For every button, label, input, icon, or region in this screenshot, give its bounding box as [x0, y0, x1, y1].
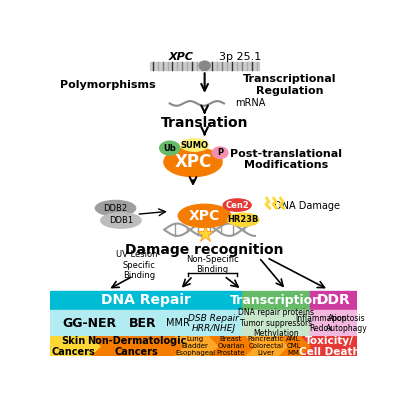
Bar	[50, 290, 242, 310]
Text: Apoptosis
Autophagy: Apoptosis Autophagy	[326, 314, 367, 333]
Bar	[50, 310, 242, 337]
Ellipse shape	[223, 199, 251, 211]
Text: Skin
Cancers: Skin Cancers	[52, 336, 95, 357]
Text: XPC: XPC	[168, 52, 193, 62]
Polygon shape	[175, 337, 220, 356]
Text: 3p 25.1: 3p 25.1	[219, 52, 261, 62]
Text: Toxicity/
Cell Death: Toxicity/ Cell Death	[299, 336, 360, 357]
Ellipse shape	[228, 213, 259, 226]
Text: DNA repair proteins
Tumor suppressors
Methylation: DNA repair proteins Tumor suppressors Me…	[238, 308, 314, 338]
Ellipse shape	[101, 213, 141, 228]
Text: DSB Repair
HRR/NHEJ: DSB Repair HRR/NHEJ	[189, 314, 239, 333]
Text: XPC: XPC	[174, 153, 212, 171]
Text: Breast
Ovarian
Prostate: Breast Ovarian Prostate	[217, 336, 245, 356]
Bar	[310, 290, 357, 310]
Text: Transcription: Transcription	[230, 294, 322, 307]
Ellipse shape	[160, 141, 180, 155]
Text: AML
CML
MM: AML CML MM	[286, 336, 301, 356]
Text: DNA Repair: DNA Repair	[101, 293, 191, 307]
Text: XPC: XPC	[189, 209, 220, 223]
Text: Cen2: Cen2	[225, 200, 249, 210]
Ellipse shape	[212, 147, 228, 158]
Text: UV Lesion-
Specific
Binding: UV Lesion- Specific Binding	[116, 250, 161, 280]
Text: P: P	[217, 148, 223, 157]
Text: Non-Specific
Binding: Non-Specific Binding	[186, 255, 239, 274]
Ellipse shape	[199, 61, 210, 70]
Text: Non-Dermatologic
Cancers: Non-Dermatologic Cancers	[87, 336, 186, 357]
Bar	[150, 62, 259, 70]
Ellipse shape	[178, 204, 231, 228]
Ellipse shape	[164, 147, 222, 176]
Text: HR23B: HR23B	[228, 215, 259, 224]
Text: Inflammation
Redox: Inflammation Redox	[295, 314, 347, 333]
Text: Post-translational
Modifications: Post-translational Modifications	[230, 149, 342, 170]
Text: Transcriptional
Regulation: Transcriptional Regulation	[243, 74, 337, 96]
Ellipse shape	[95, 200, 136, 216]
Polygon shape	[50, 337, 102, 356]
Text: BER: BER	[129, 317, 156, 330]
Polygon shape	[210, 337, 256, 356]
Text: Damage recognition: Damage recognition	[125, 243, 284, 257]
Bar	[242, 310, 310, 337]
Ellipse shape	[181, 139, 208, 151]
Text: GG-NER: GG-NER	[63, 317, 117, 330]
Text: DNA Damage: DNA Damage	[274, 201, 340, 211]
Polygon shape	[247, 337, 290, 356]
Text: SUMO: SUMO	[181, 140, 208, 150]
Text: Polymorphisms: Polymorphisms	[60, 80, 156, 90]
Text: DDB1: DDB1	[109, 216, 133, 225]
Text: Ub: Ub	[164, 144, 176, 153]
Text: mRNA: mRNA	[236, 98, 266, 108]
Bar	[310, 310, 357, 337]
Polygon shape	[92, 337, 185, 356]
Text: DDB2: DDB2	[104, 204, 127, 213]
Text: Lung
Bladder
Esophageal: Lung Bladder Esophageal	[175, 336, 215, 356]
Polygon shape	[280, 337, 312, 356]
Text: Translation: Translation	[161, 116, 249, 130]
Polygon shape	[302, 337, 357, 356]
Text: Pancreatic
Colorectal
Liver: Pancreatic Colorectal Liver	[248, 336, 284, 356]
Bar	[242, 290, 310, 310]
Text: DDR: DDR	[317, 293, 351, 307]
Text: MMR: MMR	[166, 318, 189, 328]
